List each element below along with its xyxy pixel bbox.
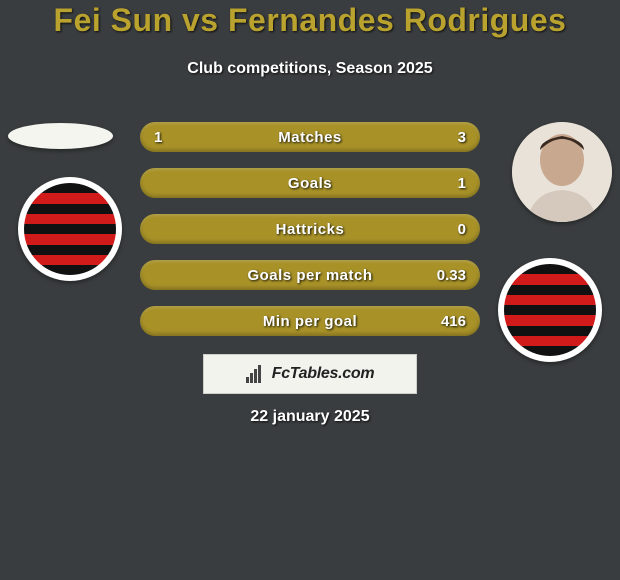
player2-avatar [512, 122, 612, 222]
date-stamp: 22 january 2025 [0, 408, 620, 426]
metric-right-value: 3 [458, 129, 466, 146]
metric-right-value: 0.33 [437, 267, 466, 284]
player1-avatar [8, 123, 113, 149]
metric-label: Hattricks [276, 221, 345, 238]
metric-bar: Hattricks 0 [140, 214, 480, 244]
metric-right-value: 0 [458, 221, 466, 238]
metric-right-value: 416 [441, 313, 466, 330]
metric-bar: Goals 1 [140, 168, 480, 198]
metric-bar: Min per goal 416 [140, 306, 480, 336]
comparison-bars: 1 Matches 3 Goals 1 Hattricks 0 Goals pe… [140, 122, 480, 352]
metric-bar: 1 Matches 3 [140, 122, 480, 152]
barchart-icon [246, 365, 264, 383]
page-subtitle: Club competitions, Season 2025 [0, 60, 620, 78]
player2-club-badge [498, 258, 602, 362]
branding-text: FcTables.com [272, 365, 375, 383]
comparison-infographic: Fei Sun vs Fernandes Rodrigues Club comp… [0, 0, 620, 580]
metric-right-value: 1 [458, 175, 466, 192]
metric-label: Matches [278, 129, 342, 146]
player1-club-badge [18, 177, 122, 281]
metric-left-value: 1 [154, 129, 162, 146]
avatar-silhouette-icon [512, 122, 612, 222]
metric-label: Goals [288, 175, 332, 192]
page-title: Fei Sun vs Fernandes Rodrigues [0, 2, 620, 39]
flamengo-stripes [24, 183, 116, 275]
metric-label: Goals per match [247, 267, 372, 284]
metric-bar: Goals per match 0.33 [140, 260, 480, 290]
metric-label: Min per goal [263, 313, 357, 330]
flamengo-stripes [504, 264, 596, 356]
branding-box: FcTables.com [203, 354, 417, 394]
